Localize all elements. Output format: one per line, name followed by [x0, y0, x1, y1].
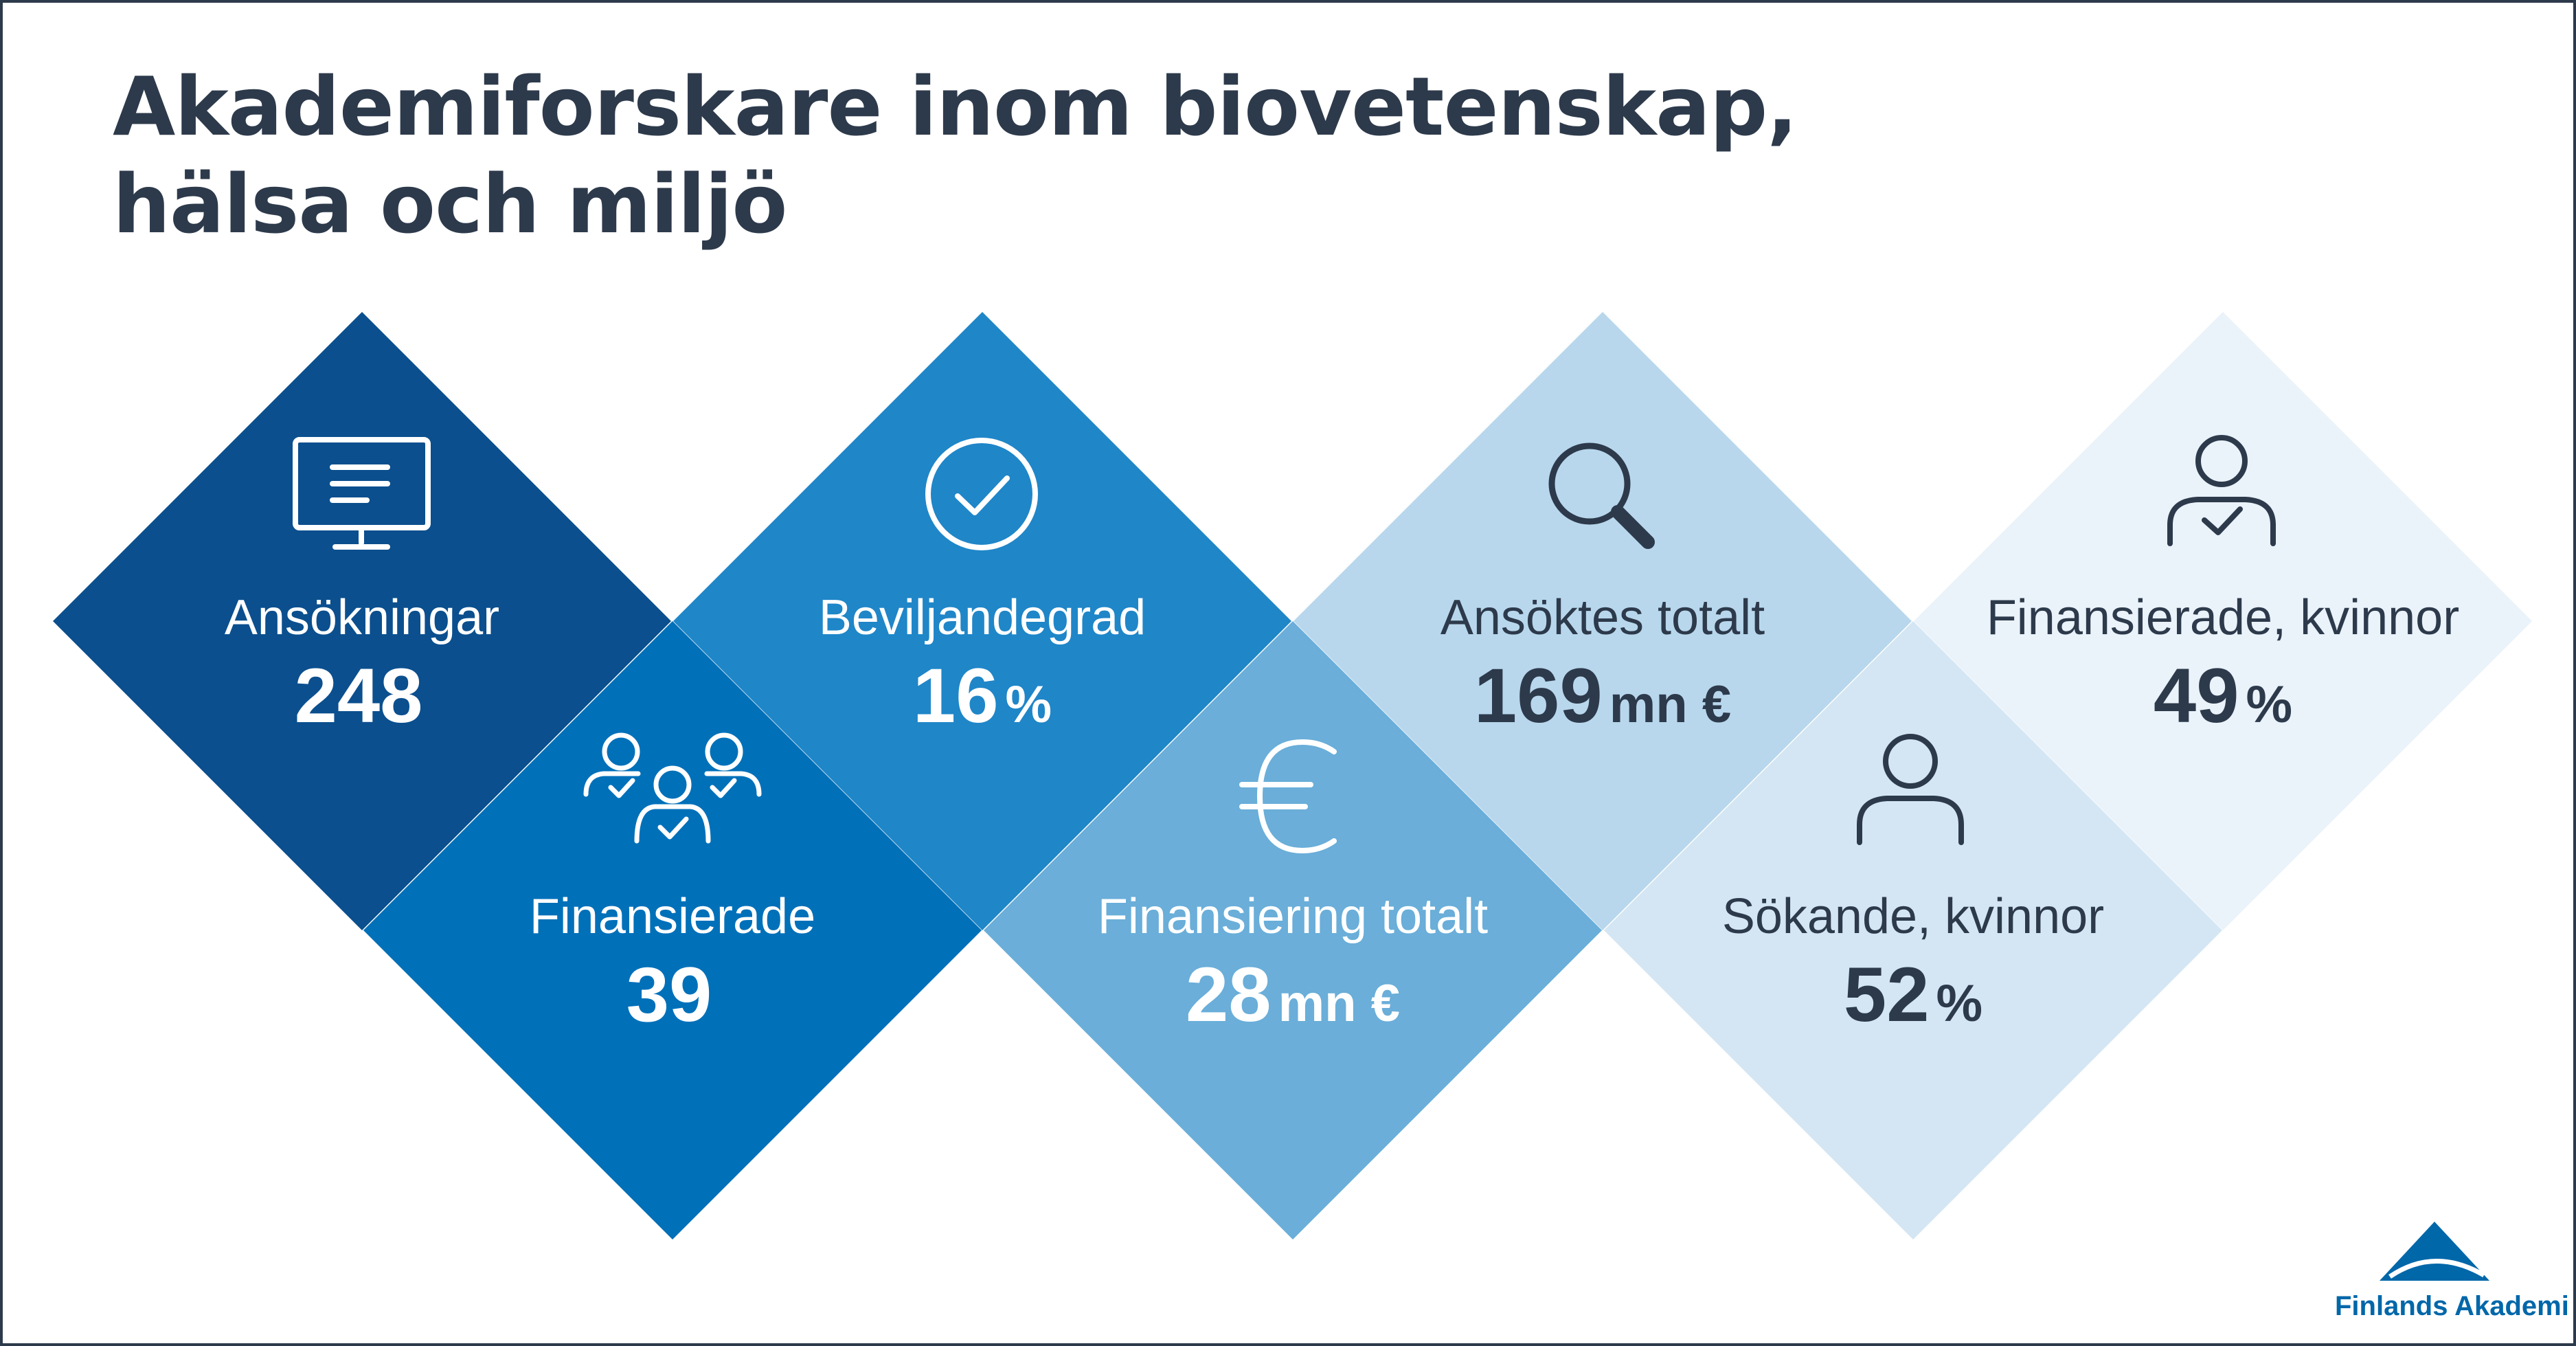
euro-icon [1239, 738, 1342, 855]
monitor-icon [291, 436, 432, 552]
check-circle-icon [923, 436, 1040, 552]
stat-value: 28 mn € [1186, 952, 1400, 1037]
stat-funded-women: Finansierade, kvinnor 49% [1948, 587, 2498, 750]
group-check-icon [583, 731, 762, 848]
stat-label: Ansöktes totalt [1440, 590, 1765, 645]
logo-mark-icon [2380, 1222, 2489, 1281]
tile-approval-rate [673, 312, 1291, 930]
tile-funding-total [984, 621, 1602, 1240]
stat-value: 52% [1843, 952, 1983, 1037]
stat-label: Ansökningar [224, 590, 500, 645]
stat-applicants-women: Sökande, kvinnor 52% [1638, 886, 2188, 1048]
stat-funding-total: Finansiering totalt 28 mn € [1018, 886, 1568, 1048]
page-title: Akademiforskare inom biovetenskap, hälsa… [113, 58, 1798, 253]
tile-funded [363, 621, 982, 1240]
person-check-icon [2163, 432, 2280, 549]
stat-applications: Ansökningar 248 [87, 587, 637, 750]
stat-label: Finansierade, kvinnor [1986, 590, 2460, 645]
stat-label: Sökande, kvinnor [1721, 889, 2105, 944]
stat-value: 169 mn € [1473, 653, 1732, 739]
tile-applicants-women [1604, 621, 2222, 1240]
stat-applied-total: Ansöktes totalt 169 mn € [1328, 587, 1877, 750]
diamond-tiles [53, 312, 2532, 1240]
stat-value: 16% [912, 653, 1052, 739]
title-line-1: Akademiforskare inom biovetenskap, [113, 59, 1798, 154]
tile-applications [53, 312, 671, 930]
person-icon [1854, 731, 1967, 848]
stat-label: Finansiering totalt [1097, 889, 1489, 944]
tile-applied-total [1293, 312, 1912, 930]
stat-funded: Finansierade 39 [398, 886, 947, 1048]
stat-label: Finansierade [529, 889, 816, 944]
stat-label: Beviljandegrad [818, 590, 1146, 645]
stat-value: 248 [294, 653, 423, 739]
stat-value: 39 [626, 952, 712, 1037]
stat-value: 49% [2153, 653, 2293, 739]
logo-text: Finlands Akademi [2335, 1291, 2569, 1321]
stat-approval-rate: Beviljandegrad 16% [708, 587, 1257, 750]
search-icon [1545, 439, 1658, 552]
logo [2325, 1219, 2558, 1291]
title-line-2: hälsa och miljö [113, 157, 788, 251]
tile-funded-women [1914, 312, 2532, 930]
